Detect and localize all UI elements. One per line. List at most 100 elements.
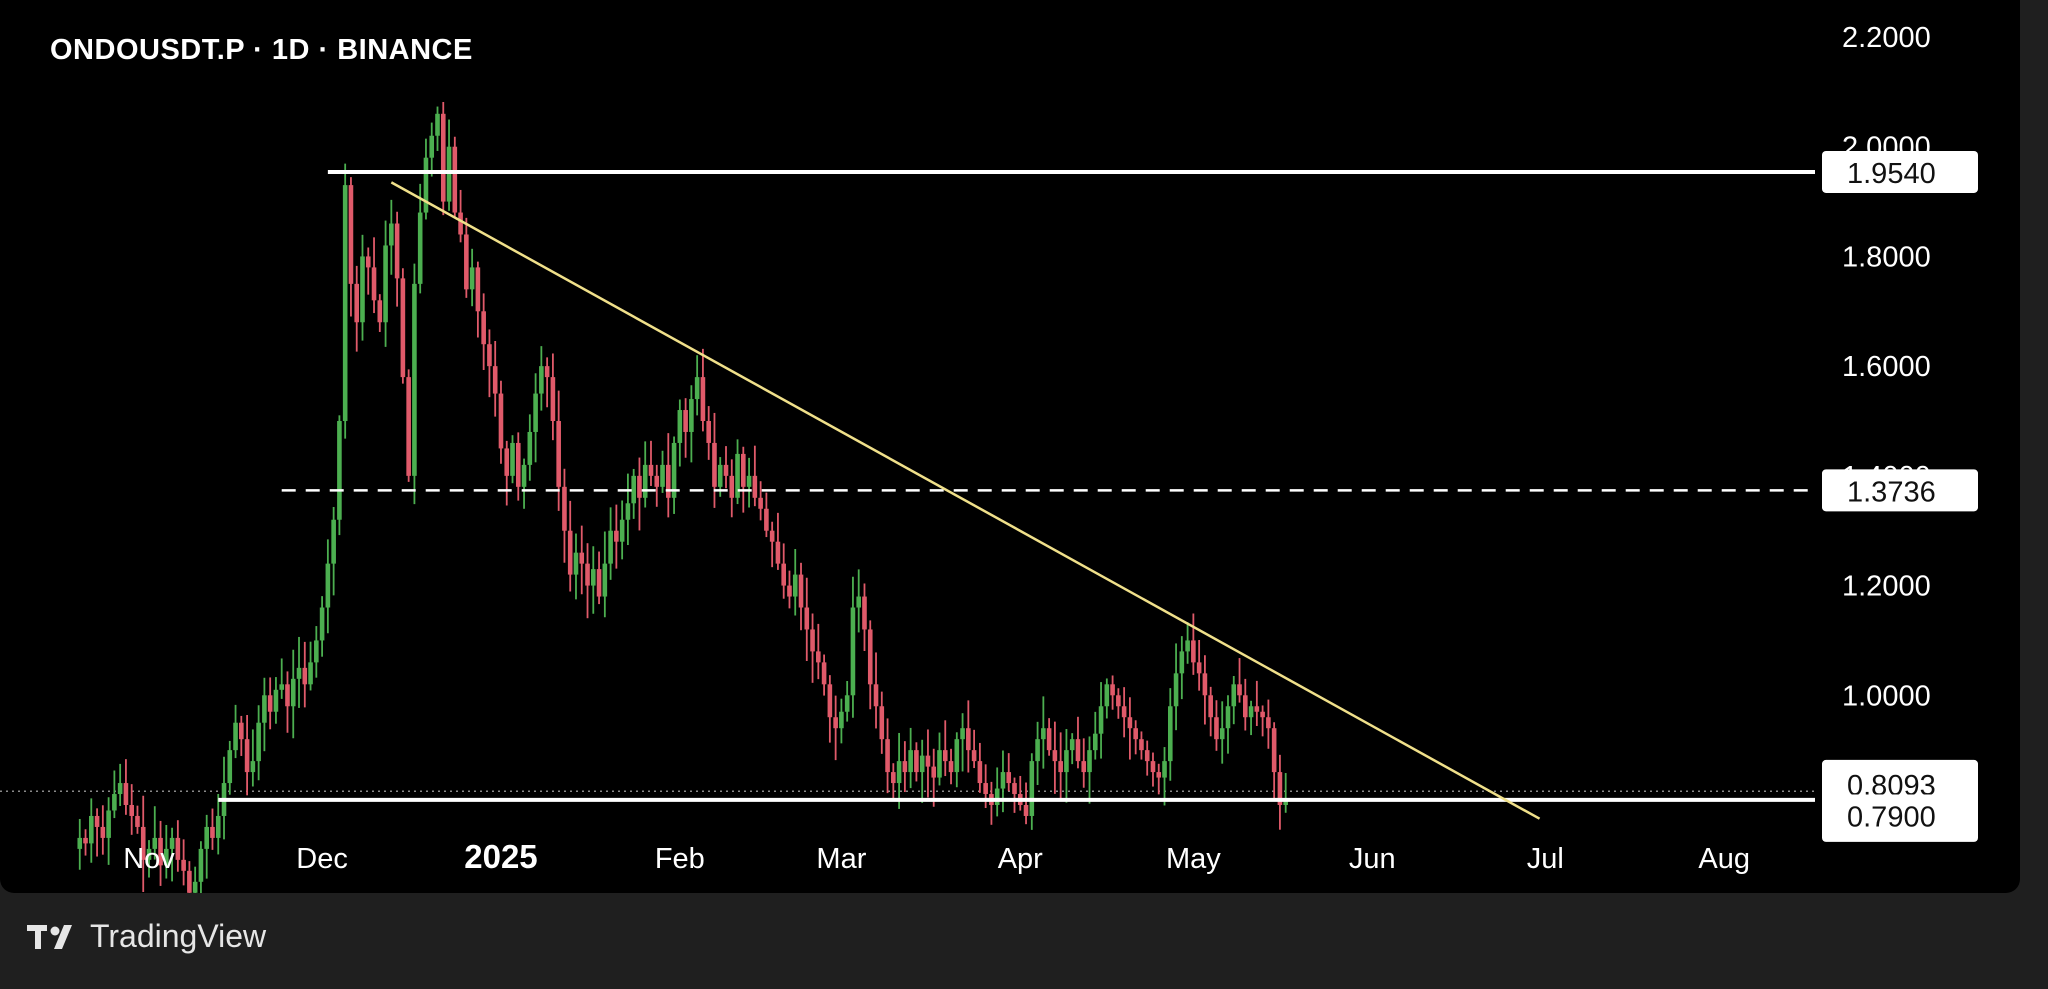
candle-body (354, 283, 360, 323)
candle-body (850, 607, 856, 696)
candle-body (562, 486, 567, 531)
candle-body (856, 596, 862, 608)
candle-body (614, 530, 619, 542)
candle-body (1064, 750, 1069, 773)
candle-body (227, 750, 233, 784)
candle-body (706, 421, 711, 443)
candle-body (400, 278, 406, 378)
price-tag-1-3736: 1.3736 (1847, 476, 1936, 508)
candle-body (700, 377, 706, 422)
candle-body (891, 772, 896, 784)
candle-body (192, 881, 198, 893)
candle-body (1139, 739, 1144, 751)
candle-body (1208, 695, 1213, 718)
candle-body (1248, 706, 1254, 718)
candle-body (619, 519, 625, 542)
price-tag-1-9540: 1.9540 (1847, 158, 1936, 190)
candle-body (960, 728, 965, 740)
candle-body (360, 256, 365, 323)
candle-body (1006, 772, 1012, 784)
candle-body (1069, 739, 1075, 751)
candle-body (775, 541, 781, 564)
candle-body (544, 366, 550, 378)
candle-body (1185, 640, 1190, 652)
candle-body (331, 519, 336, 564)
candle-body (642, 464, 648, 498)
candle-body (666, 464, 671, 498)
candle-body (1243, 695, 1248, 718)
candle-body (510, 442, 515, 476)
candle-body (533, 393, 538, 432)
candle-body (556, 421, 561, 487)
candle-body (233, 722, 238, 751)
candle-body (948, 761, 954, 773)
tradingview-brand[interactable]: TradingView (26, 918, 266, 955)
symbol-title[interactable]: ONDOUSDT.P · 1D · BINANCE (50, 34, 473, 66)
candle-body (389, 223, 394, 246)
y-tick-1.2000: 1.2000 (1842, 571, 1931, 603)
candle-body (129, 805, 134, 816)
candle-body (210, 826, 215, 838)
candle-body (244, 739, 250, 773)
candle-body (792, 574, 798, 597)
candle-body (1127, 717, 1133, 729)
candle-body (1225, 706, 1231, 729)
candle-body (585, 563, 590, 586)
candle-body (660, 464, 665, 487)
candle-body (694, 377, 700, 400)
candle-body (816, 651, 821, 663)
candle-body (279, 684, 285, 690)
candle-body (758, 497, 763, 509)
candle-body (475, 267, 481, 312)
candle-body (83, 837, 88, 844)
candle-body (302, 667, 308, 685)
candle-body (550, 377, 556, 422)
candle-body (741, 453, 746, 487)
x-tick-May: May (1166, 843, 1221, 875)
candle-body (596, 569, 602, 597)
candle-body (1023, 805, 1029, 816)
candle-body (175, 837, 181, 860)
candle-body (250, 761, 256, 773)
candle-body (504, 448, 510, 476)
candle-body (181, 859, 186, 871)
candle-body (671, 442, 677, 498)
chart-panel[interactable]: 2.20002.00001.80001.60001.40001.20001.00… (0, 0, 2020, 893)
candle-body (377, 300, 383, 323)
candle-body (1179, 651, 1185, 674)
x-tick-2025: 2025 (464, 838, 537, 875)
candle-body (515, 442, 521, 487)
candle-body (481, 311, 486, 345)
candle-body (1075, 739, 1081, 762)
candle-body (867, 629, 873, 685)
candle-body (371, 267, 377, 301)
candle-body (1173, 673, 1179, 707)
x-tick-Feb: Feb (655, 843, 705, 875)
candle-body (123, 783, 129, 805)
candle-body (469, 267, 475, 290)
candle-body (198, 848, 204, 882)
candle-body (821, 662, 827, 685)
candle-body (631, 475, 636, 504)
x-tick-Mar: Mar (816, 843, 866, 875)
candle-body (833, 717, 838, 729)
candle-body (919, 755, 925, 773)
candle-body (1133, 728, 1138, 740)
candle-body (977, 761, 983, 784)
candle-body (417, 212, 423, 284)
candle-body (1214, 717, 1219, 740)
candle-body (435, 113, 440, 136)
candle-body (152, 837, 158, 849)
candle-body (873, 684, 879, 707)
candle-body (1110, 684, 1115, 696)
y-tick-1.6000: 1.6000 (1842, 351, 1931, 383)
candle-body (689, 399, 694, 432)
price-chart[interactable]: 2.20002.00001.80001.60001.40001.20001.00… (0, 0, 2020, 893)
y-tick-1.8000: 1.8000 (1842, 241, 1931, 273)
candle-body (117, 783, 123, 795)
candle-body (429, 135, 435, 158)
candle-body (394, 223, 400, 279)
candle-body (458, 212, 463, 235)
x-tick-Aug: Aug (1698, 843, 1750, 875)
candle-body (290, 678, 296, 707)
